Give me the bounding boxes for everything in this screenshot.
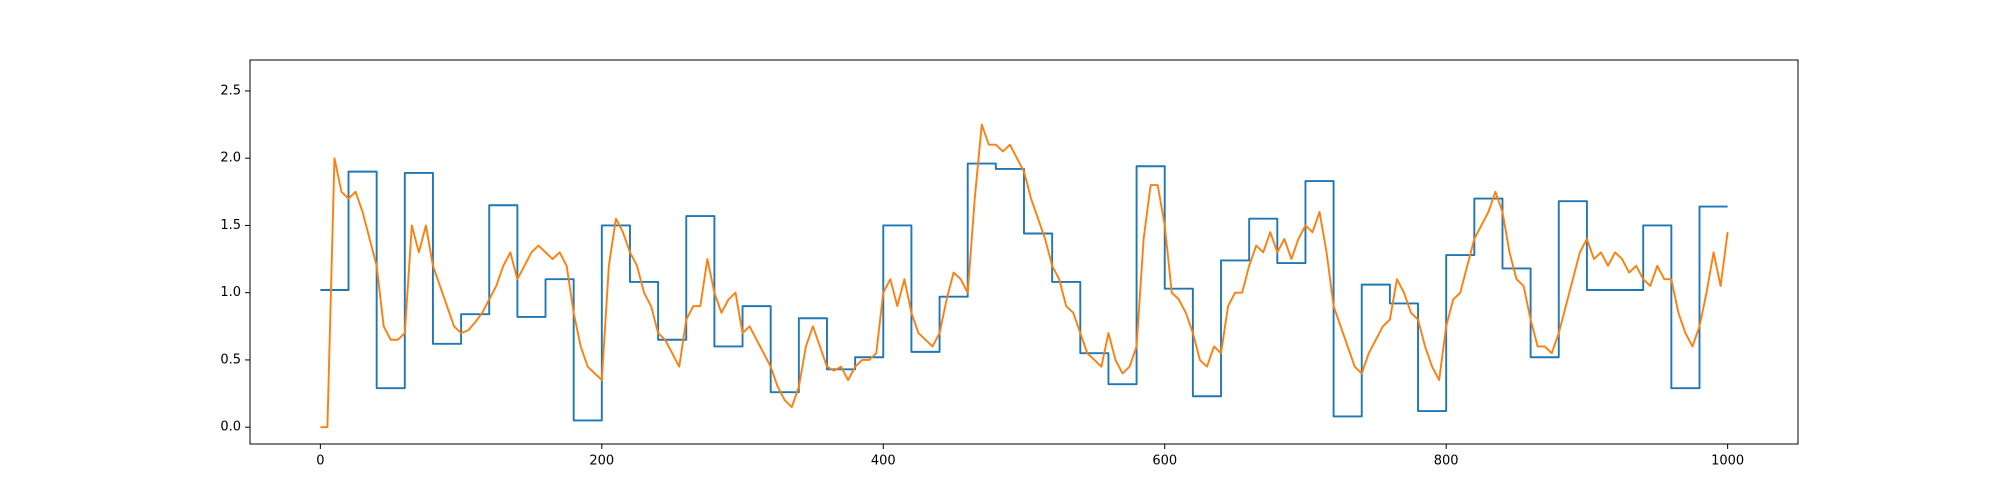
y-tick-label: 0.0 xyxy=(220,420,241,435)
plot-frame xyxy=(249,59,1799,445)
series-line xyxy=(320,162,1728,422)
y-tick-label: 0.5 xyxy=(220,352,241,367)
y-tick-label: 2.5 xyxy=(220,83,241,98)
y-tick-label: 1.0 xyxy=(220,285,241,300)
x-tick-label: 800 xyxy=(1434,454,1459,469)
x-tick-label: 200 xyxy=(589,454,614,469)
y-tick-label: 2.0 xyxy=(220,151,241,166)
series-line xyxy=(320,123,1729,429)
y-tick-label: 1.5 xyxy=(220,218,241,233)
x-tick-label: 600 xyxy=(1152,454,1177,469)
x-tick-label: 400 xyxy=(871,454,896,469)
x-tick-label: 0 xyxy=(316,454,324,469)
x-tick-label: 1000 xyxy=(1711,454,1744,469)
